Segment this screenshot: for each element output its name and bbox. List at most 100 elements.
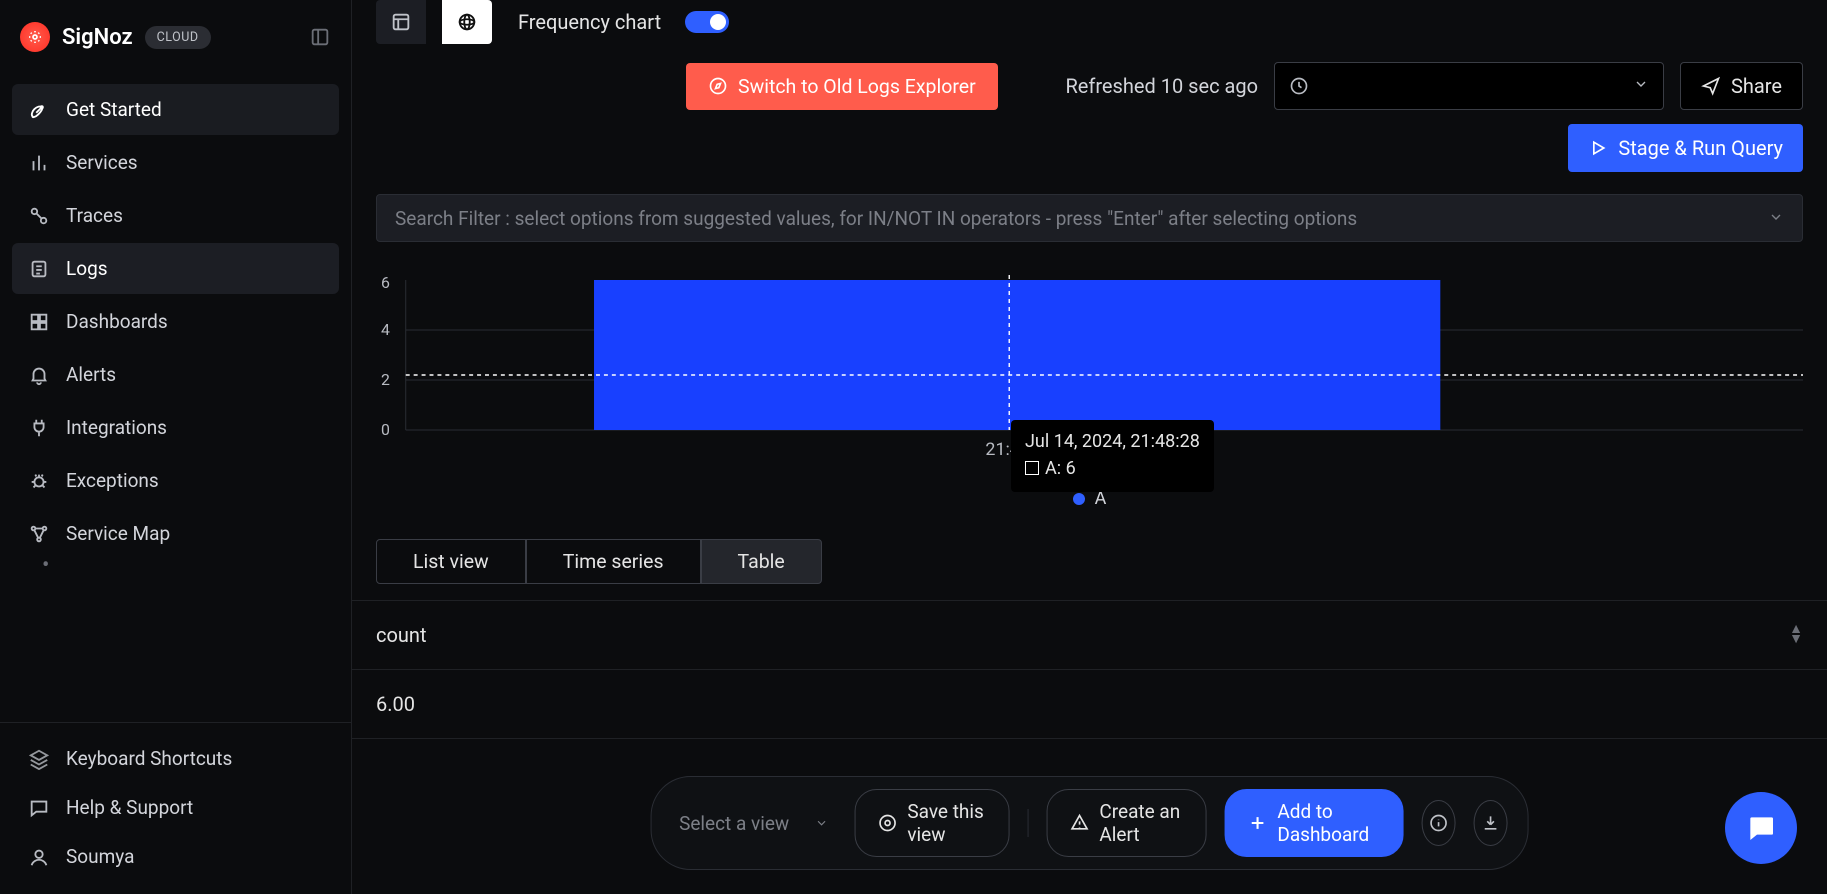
sidebar-bottom: Keyboard Shortcuts Help & Support Soumya [0, 722, 351, 894]
sidebar-more-icon[interactable]: • [12, 561, 339, 577]
create-alert-label: Create an Alert [1099, 800, 1183, 846]
search-row: Search Filter : select options from sugg… [352, 172, 1827, 242]
barchart-icon [28, 152, 50, 174]
switch-old-button[interactable]: Switch to Old Logs Explorer [686, 63, 998, 110]
chat-icon [28, 797, 50, 819]
plug-icon [28, 417, 50, 439]
sidebar-item-integrations[interactable]: Integrations [12, 402, 339, 453]
divider [1028, 809, 1029, 837]
sidebar-item-label: Alerts [66, 363, 116, 386]
time-picker[interactable] [1274, 62, 1664, 110]
cell-value: 6.00 [376, 692, 415, 716]
compass-icon [708, 76, 728, 96]
main: Frequency chart Switch to Old Logs Explo… [352, 0, 1827, 894]
query-code-icon[interactable] [442, 0, 492, 44]
chevron-down-icon [814, 812, 828, 835]
tab-label: List view [413, 550, 489, 573]
user-icon [28, 846, 50, 868]
sidebar-item-logs[interactable]: Logs [12, 243, 339, 294]
tab-label: Table [738, 550, 785, 573]
table-header[interactable]: count ▲▼ [352, 600, 1827, 670]
sidebar-item-label: Dashboards [66, 310, 168, 333]
sidebar-item-alerts[interactable]: Alerts [12, 349, 339, 400]
sidebar-item-user[interactable]: Soumya [12, 833, 339, 880]
brand-name: SigNoz [62, 25, 133, 50]
nav: Get Started Services Traces Logs Dashboa… [0, 74, 351, 722]
traces-icon [28, 205, 50, 227]
save-view-label: Save this view [907, 800, 986, 846]
table-row: 6.00 [352, 670, 1827, 739]
sidebar-item-label: Traces [66, 204, 123, 227]
tab-label: Time series [563, 550, 664, 573]
sidebar-item-services[interactable]: Services [12, 137, 339, 188]
sidebar-header: SigNoz CLOUD [0, 0, 351, 74]
create-alert-button[interactable]: Create an Alert [1046, 789, 1206, 857]
play-icon [1588, 138, 1608, 158]
add-dashboard-label: Add to Dashboard [1277, 800, 1380, 846]
brand-badge: CLOUD [145, 26, 211, 49]
series-bar [594, 280, 1440, 430]
sidebar-item-exceptions[interactable]: Exceptions [12, 455, 339, 506]
query-builder-icon[interactable] [376, 0, 426, 44]
sidebar-item-get-started[interactable]: Get Started [12, 84, 339, 135]
tab-list-view[interactable]: List view [376, 539, 526, 584]
sidebar-item-label: Exceptions [66, 469, 159, 492]
run-query-button[interactable]: Stage & Run Query [1568, 124, 1803, 172]
bell-icon [28, 364, 50, 386]
sidebar-item-help[interactable]: Help & Support [12, 784, 339, 831]
clock-icon [1289, 76, 1309, 96]
download-button[interactable] [1474, 800, 1508, 846]
sidebar-item-label: Service Map [66, 522, 170, 545]
view-select[interactable]: Select a view [671, 812, 836, 835]
dashboards-icon [28, 311, 50, 333]
view-tabs: List view Time series Table [352, 527, 1827, 584]
plus-icon [1247, 813, 1267, 833]
sidebar-item-label: Soumya [66, 845, 134, 868]
x-tick-label: 21:48 [985, 439, 1029, 460]
sidebar-item-traces[interactable]: Traces [12, 190, 339, 241]
tab-table[interactable]: Table [701, 539, 822, 584]
frequency-chart[interactable]: 0 2 4 6 21:48 [376, 270, 1803, 460]
y-tick-0: 0 [381, 420, 390, 439]
logs-icon [28, 258, 50, 280]
bug-icon [28, 470, 50, 492]
chart-legend: A [376, 460, 1803, 527]
tab-time-series[interactable]: Time series [526, 539, 701, 584]
column-name: count [376, 623, 427, 647]
sidebar-item-dashboards[interactable]: Dashboards [12, 296, 339, 347]
send-icon [1701, 76, 1721, 96]
sidebar: SigNoz CLOUD Get Started Services Traces… [0, 0, 352, 894]
add-dashboard-button[interactable]: Add to Dashboard [1224, 789, 1403, 857]
refreshed-label: Refreshed 10 sec ago [1065, 74, 1258, 98]
save-view-button[interactable]: Save this view [854, 789, 1009, 857]
sidebar-item-label: Services [66, 151, 138, 174]
chart-area: 0 2 4 6 21:48 [352, 242, 1827, 527]
switch-old-label: Switch to Old Logs Explorer [738, 75, 976, 98]
y-tick-4: 4 [381, 320, 390, 339]
chat-fab[interactable] [1725, 792, 1797, 864]
run-query-label: Stage & Run Query [1618, 136, 1783, 160]
rocket-icon [28, 99, 50, 121]
sidebar-item-service-map[interactable]: Service Map [12, 508, 339, 559]
y-tick-6: 6 [381, 273, 390, 292]
action-bar: Select a view Save this view Create an A… [650, 776, 1529, 870]
search-input[interactable]: Search Filter : select options from sugg… [376, 194, 1803, 242]
brand-logo [20, 22, 50, 52]
sidebar-item-shortcuts[interactable]: Keyboard Shortcuts [12, 735, 339, 782]
share-button[interactable]: Share [1680, 62, 1803, 110]
topbar-run: Stage & Run Query [352, 110, 1827, 172]
chevron-down-icon [1633, 76, 1649, 96]
view-select-placeholder: Select a view [679, 812, 789, 835]
info-button[interactable] [1422, 800, 1456, 846]
layers-icon [28, 748, 50, 770]
frequency-toggle[interactable] [685, 11, 729, 33]
y-tick-2: 2 [381, 370, 390, 389]
frequency-label: Frequency chart [518, 10, 661, 34]
sort-icon[interactable]: ▲▼ [1789, 625, 1803, 645]
sidebar-item-label: Integrations [66, 416, 167, 439]
sidebar-collapse-icon[interactable] [309, 26, 331, 48]
sidebar-item-label: Get Started [66, 98, 162, 121]
disk-icon [877, 813, 897, 833]
legend-label: A [1095, 488, 1107, 509]
sidebar-item-label: Keyboard Shortcuts [66, 747, 232, 770]
